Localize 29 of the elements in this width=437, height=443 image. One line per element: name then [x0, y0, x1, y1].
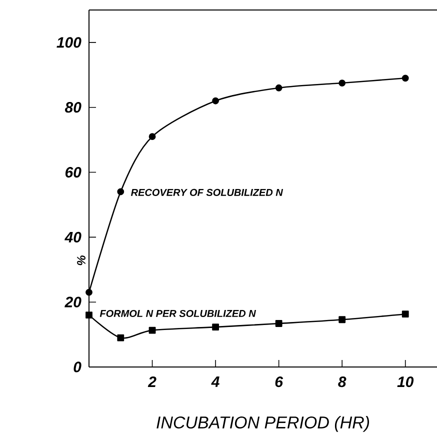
point: [338, 80, 346, 86]
point: [338, 316, 346, 324]
x-tick-label: 6: [275, 376, 284, 388]
point: [86, 312, 92, 319]
x-tick-label: 2: [148, 376, 156, 388]
x-axis-title: INCUBATION PERIOD (HR): [156, 416, 370, 432]
y-tick-label: 80: [64, 102, 82, 113]
point: [86, 288, 92, 296]
y-tick-label: 0: [74, 362, 82, 372]
point: [402, 74, 409, 82]
series-label: RECOVERY OF SOLUBILIZED N: [130, 188, 284, 196]
point: [275, 320, 282, 327]
point: [275, 84, 282, 92]
point: [212, 97, 219, 104]
point: [402, 310, 409, 318]
point: [117, 334, 124, 342]
point: [148, 133, 156, 140]
y-tick-label: 20: [64, 296, 82, 308]
point: [212, 324, 219, 331]
x-tick-label: 10: [397, 376, 414, 388]
x-tick-label: 4: [211, 376, 220, 387]
y-axis-title: %: [77, 255, 86, 266]
point: [117, 188, 124, 196]
x-tick-label: 8: [338, 376, 346, 388]
y-tick-label: 60: [65, 166, 82, 178]
series-label: FORMOL N PER SOLUBILIZED N: [100, 310, 256, 318]
y-tick-label: 40: [64, 232, 82, 242]
point: [148, 326, 156, 334]
y-tick-label: 100: [56, 37, 82, 48]
